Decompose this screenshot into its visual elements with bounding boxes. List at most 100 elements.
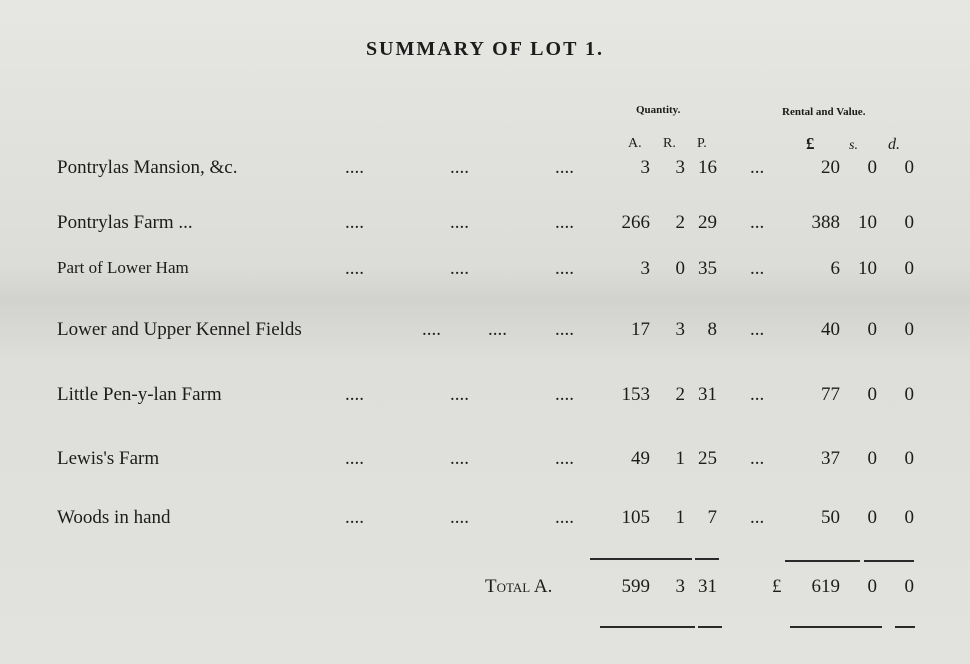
leader-dots: .... <box>555 448 574 469</box>
leader-dots: .... <box>450 507 469 528</box>
rule <box>695 558 719 560</box>
table-row: Part of Lower Ham............ 3 0 35... 6 10 0 <box>0 258 970 288</box>
poles: 25 <box>698 448 717 469</box>
table-row: Pontrylas Farm ............... 266 2 29... 3… <box>0 212 970 242</box>
leader-dots: ... <box>750 157 765 178</box>
pence: 0 <box>904 157 915 178</box>
leader-dots: .... <box>345 384 364 405</box>
poles: 35 <box>698 258 717 279</box>
rule <box>590 558 692 560</box>
leader-dots: .... <box>450 258 469 279</box>
leader-dots: .... <box>422 319 441 340</box>
leader-dots: .... <box>345 448 364 469</box>
total-poles: 31 <box>698 576 717 597</box>
shillings: 0 <box>867 157 878 178</box>
total-label: Total A. <box>485 576 553 597</box>
leader-dots: .... <box>450 212 469 233</box>
table-row: Woods in hand............ 105 1 7... 50 0 0 <box>0 507 970 537</box>
leader-dots: .... <box>555 507 574 528</box>
rental-header: Rental and Value. <box>782 106 866 118</box>
pence: 0 <box>904 258 915 279</box>
acres: 3 <box>640 157 651 178</box>
table-row: Lewis's Farm............ 49 1 25... 37 0 0 <box>0 448 970 478</box>
total-roods: 3 <box>675 576 686 597</box>
row-label: Pontrylas Mansion, &c. <box>57 157 238 178</box>
poles: 29 <box>698 212 717 233</box>
shillings: 0 <box>867 384 878 405</box>
poles: 31 <box>698 384 717 405</box>
leader-dots: .... <box>555 384 574 405</box>
table-row: Lower and Upper Kennel Fields...........… <box>0 319 970 349</box>
roods: 2 <box>675 212 686 233</box>
acres: 49 <box>631 448 650 469</box>
leader-dots: .... <box>450 157 469 178</box>
acres: 105 <box>621 507 651 528</box>
table-row: Pontrylas Mansion, &c............. 3 3 16..… <box>0 157 970 187</box>
shillings: 0 <box>867 507 878 528</box>
pounds: 388 <box>811 212 841 233</box>
leader-dots: ... <box>750 258 765 279</box>
pence: 0 <box>904 448 915 469</box>
pence: 0 <box>904 384 915 405</box>
leader-dots: .... <box>345 212 364 233</box>
table-row: Little Pen-y-lan Farm............ 153 2 31.… <box>0 384 970 414</box>
pounds: 20 <box>821 157 840 178</box>
poles: 7 <box>707 507 718 528</box>
shillings-header: s. <box>849 138 858 153</box>
roods: 1 <box>675 448 686 469</box>
leader-dots: ... <box>750 448 765 469</box>
row-label: Little Pen-y-lan Farm <box>57 384 222 405</box>
acres: 3 <box>640 258 651 279</box>
acres-header: A. <box>628 136 642 151</box>
leader-dots: ... <box>750 384 765 405</box>
leader-dots: .... <box>488 319 507 340</box>
roods: 0 <box>675 258 686 279</box>
acres: 153 <box>621 384 651 405</box>
rule <box>698 626 722 628</box>
pounds-header: £ <box>806 134 815 153</box>
acres: 266 <box>621 212 651 233</box>
row-label: Pontrylas Farm ... <box>57 212 193 233</box>
rule <box>895 626 915 628</box>
row-label: Part of Lower Ham <box>57 258 189 277</box>
roods-header: R. <box>663 136 676 151</box>
leader-dots: .... <box>555 319 574 340</box>
leader-dots: .... <box>345 507 364 528</box>
leader-dots: .... <box>345 157 364 178</box>
rule <box>790 626 882 628</box>
pounds: 50 <box>821 507 840 528</box>
shillings: 0 <box>867 448 878 469</box>
roods: 3 <box>675 319 686 340</box>
row-label: Lewis's Farm <box>57 448 160 469</box>
shillings: 10 <box>858 258 877 279</box>
leader-dots: .... <box>555 157 574 178</box>
pounds: 77 <box>821 384 840 405</box>
quantity-header: Quantity. <box>636 104 681 116</box>
row-label: Lower and Upper Kennel Fields <box>57 319 302 340</box>
rule <box>864 560 914 562</box>
total-pounds: 619 <box>811 576 841 597</box>
pence: 0 <box>904 212 915 233</box>
total-pence: 0 <box>904 576 915 597</box>
leader-dots: .... <box>345 258 364 279</box>
poles: 8 <box>707 319 718 340</box>
roods: 2 <box>675 384 686 405</box>
pounds: 40 <box>821 319 840 340</box>
rule <box>600 626 695 628</box>
shillings: 0 <box>867 319 878 340</box>
poles: 16 <box>698 157 717 178</box>
leader-dots: .... <box>450 448 469 469</box>
leader-dots: ... <box>750 507 765 528</box>
pence-header: d. <box>888 136 900 153</box>
rule <box>785 560 860 562</box>
leader-dots: .... <box>555 212 574 233</box>
row-label: Woods in hand <box>57 507 171 528</box>
pounds: 6 <box>830 258 841 279</box>
leader-dots: ... <box>750 319 765 340</box>
total-shillings: 0 <box>867 576 878 597</box>
page-title: SUMMARY OF LOT 1. <box>365 38 605 60</box>
poles-header: P. <box>697 136 707 151</box>
total-row: Total A. 599 3 31 £ 619 0 0 <box>0 576 970 606</box>
pence: 0 <box>904 507 915 528</box>
acres: 17 <box>631 319 650 340</box>
